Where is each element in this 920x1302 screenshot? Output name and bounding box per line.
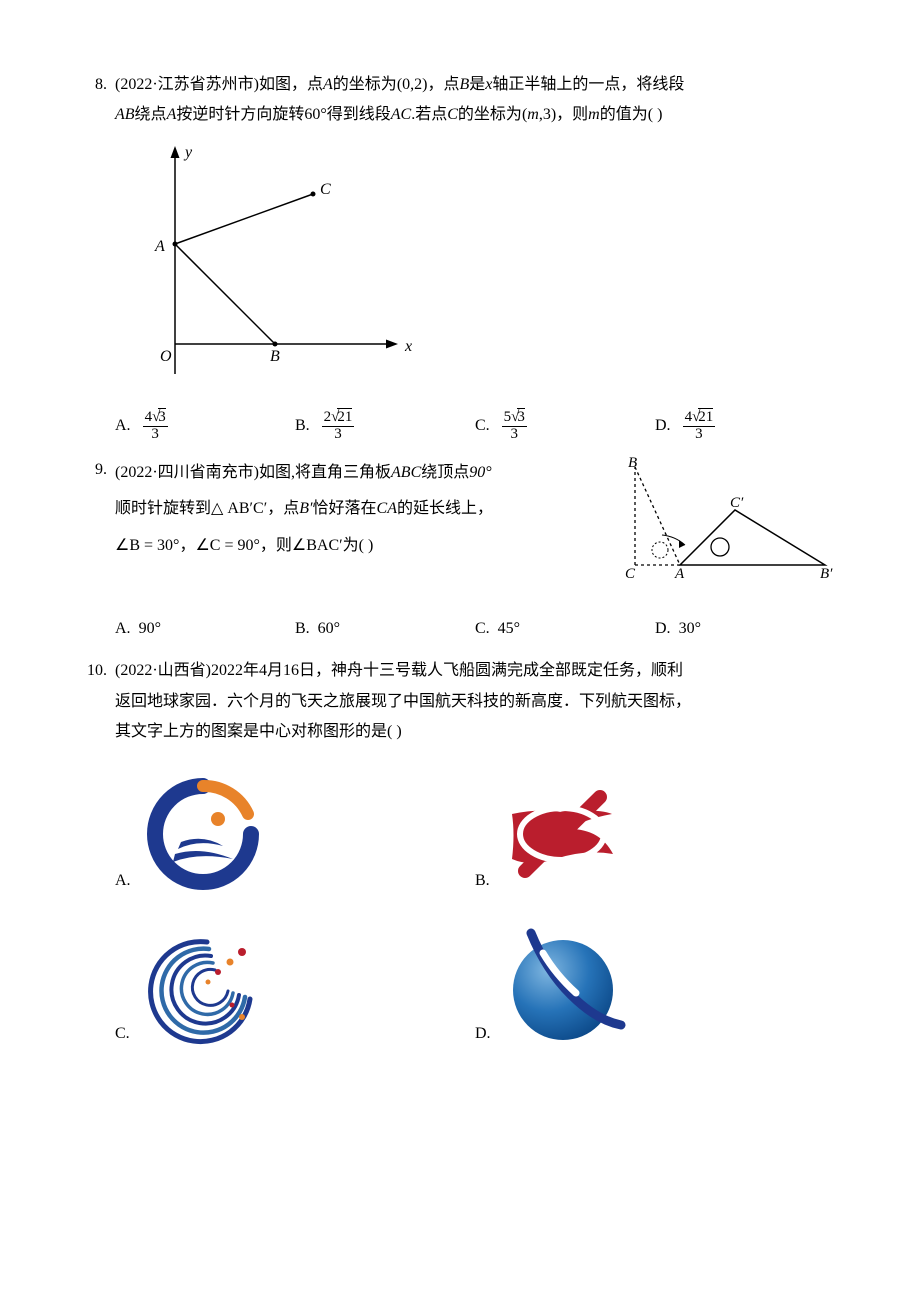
q8-opt-a[interactable]: A. 433 xyxy=(115,410,295,443)
triangle-rotation-icon: B C A C′ B′ xyxy=(615,455,835,585)
source-tag: (2022·江苏省苏州市) xyxy=(115,76,259,93)
q10-opt-a[interactable]: A. xyxy=(115,758,475,911)
source-tag: (2022·山西省) xyxy=(115,662,211,679)
svg-text:O: O xyxy=(160,348,172,365)
svg-text:A: A xyxy=(674,566,685,582)
q8-opt-c[interactable]: C. 533 xyxy=(475,410,655,443)
question-10: 10. (2022·山西省)2022年4月16日，神舟十三号载人飞船圆满完成全部… xyxy=(85,656,835,1063)
svg-text:y: y xyxy=(183,144,193,161)
svg-text:B: B xyxy=(628,455,637,471)
source-tag: (2022·四川省南充市) xyxy=(115,464,259,481)
q10-opt-b[interactable]: B. xyxy=(475,758,835,911)
svg-text:C′: C′ xyxy=(730,495,744,511)
svg-text:C: C xyxy=(320,181,331,198)
q9-opt-b[interactable]: B.60° xyxy=(295,614,475,644)
svg-text:B′: B′ xyxy=(820,566,833,582)
svg-text:A: A xyxy=(154,238,165,255)
q-number: 9. xyxy=(85,455,115,645)
slash-ellipse-logo-icon xyxy=(500,789,625,879)
q10-opt-c[interactable]: C. xyxy=(115,911,475,1064)
q-number: 8. xyxy=(85,70,115,443)
q9-opt-d[interactable]: D.30° xyxy=(655,614,835,644)
q9-figure: B C A C′ B′ xyxy=(615,455,835,596)
swirl-logo-icon xyxy=(143,774,263,894)
arcs-dots-logo-icon xyxy=(142,927,262,1047)
q9-options: A.90° B.60° C.45° D.30° xyxy=(115,614,835,644)
question-9: 9. (2022·四川省南充市)如图,将直角三角板ABC绕顶点90° 顺时针旋转… xyxy=(85,455,835,645)
sphere-orbit-logo-icon xyxy=(501,925,626,1050)
svg-text:B: B xyxy=(270,348,280,365)
question-8: 8. (2022·江苏省苏州市)如图，点A的坐标为(0,2)，点B是x轴正半轴上… xyxy=(85,70,835,443)
q10-options: A. B. xyxy=(115,758,835,1064)
q-number: 10. xyxy=(85,656,115,1063)
q9-opt-a[interactable]: A.90° xyxy=(115,614,295,644)
q8-opt-d[interactable]: D. 4213 xyxy=(655,410,835,443)
q10-opt-d[interactable]: D. xyxy=(475,911,835,1064)
q8-figure: x y O A B C xyxy=(115,139,835,400)
q8-opt-b[interactable]: B. 2213 xyxy=(295,410,475,443)
coord-graph-icon: x y O A B C xyxy=(115,139,415,389)
q-body: (2022·江苏省苏州市)如图，点A的坐标为(0,2)，点B是x轴正半轴上的一点… xyxy=(115,70,835,443)
svg-text:x: x xyxy=(404,338,412,355)
svg-text:C: C xyxy=(625,566,636,582)
q-body: (2022·四川省南充市)如图,将直角三角板ABC绕顶点90° 顺时针旋转到△ … xyxy=(115,455,835,645)
q9-opt-c[interactable]: C.45° xyxy=(475,614,655,644)
q8-options: A. 433 B. 2213 C. 533 D. 4213 xyxy=(115,410,835,443)
q-body: (2022·山西省)2022年4月16日，神舟十三号载人飞船圆满完成全部既定任务… xyxy=(115,656,835,1063)
